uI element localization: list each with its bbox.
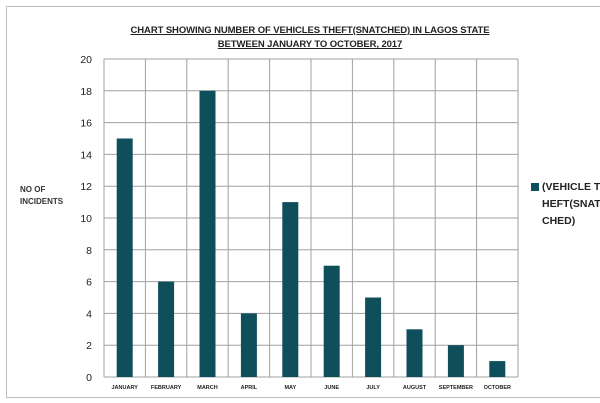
y-tick-label: 16 [80, 118, 92, 130]
legend-label: (VEHICLE THEFT(SNATCHED) [542, 181, 600, 227]
x-tick-label: APRIL [241, 385, 258, 391]
x-tick-label: JANUARY [112, 385, 139, 391]
y-tick-label: 8 [86, 245, 92, 257]
y-tick-label: 2 [86, 340, 92, 352]
y-axis-label: NO OF INCIDENTS [20, 185, 64, 206]
x-tick-label: MARCH [197, 385, 217, 391]
chart-frame [6, 6, 600, 398]
x-tick-label: FEBRUARY [151, 385, 182, 391]
y-tick-label: 14 [80, 149, 92, 161]
y-tick-label: 12 [80, 181, 92, 193]
bar [323, 265, 340, 377]
x-tick-label: AUGUST [403, 385, 427, 391]
x-tick-label: SEPTEMBER [439, 385, 473, 391]
y-tick-label: 6 [86, 277, 92, 289]
x-tick-label: JUNE [324, 385, 339, 391]
x-tick-label: JULY [366, 385, 380, 391]
y-tick-label: 18 [80, 86, 92, 98]
y-tick-label: 4 [86, 308, 92, 320]
bar [365, 297, 382, 377]
legend-swatch [531, 183, 539, 191]
bar [489, 361, 506, 377]
chart-title-line-1: CHART SHOWING NUMBER OF VEHICLES THEFT(S… [130, 25, 490, 36]
bar [282, 202, 299, 377]
x-tick-label: MAY [284, 385, 296, 391]
y-tick-label: 20 [80, 54, 92, 66]
bar [116, 138, 133, 377]
x-tick-label: OCTOBER [484, 385, 511, 391]
y-tick-label: 10 [80, 213, 92, 225]
bar [240, 313, 257, 377]
y-tick-label: 0 [86, 372, 92, 384]
bar [406, 329, 423, 377]
bar [199, 90, 216, 378]
bar [158, 281, 175, 377]
bar [447, 345, 464, 377]
chart-title-line-2: BETWEEN JANUARY TO OCTOBER, 2017 [217, 39, 403, 50]
